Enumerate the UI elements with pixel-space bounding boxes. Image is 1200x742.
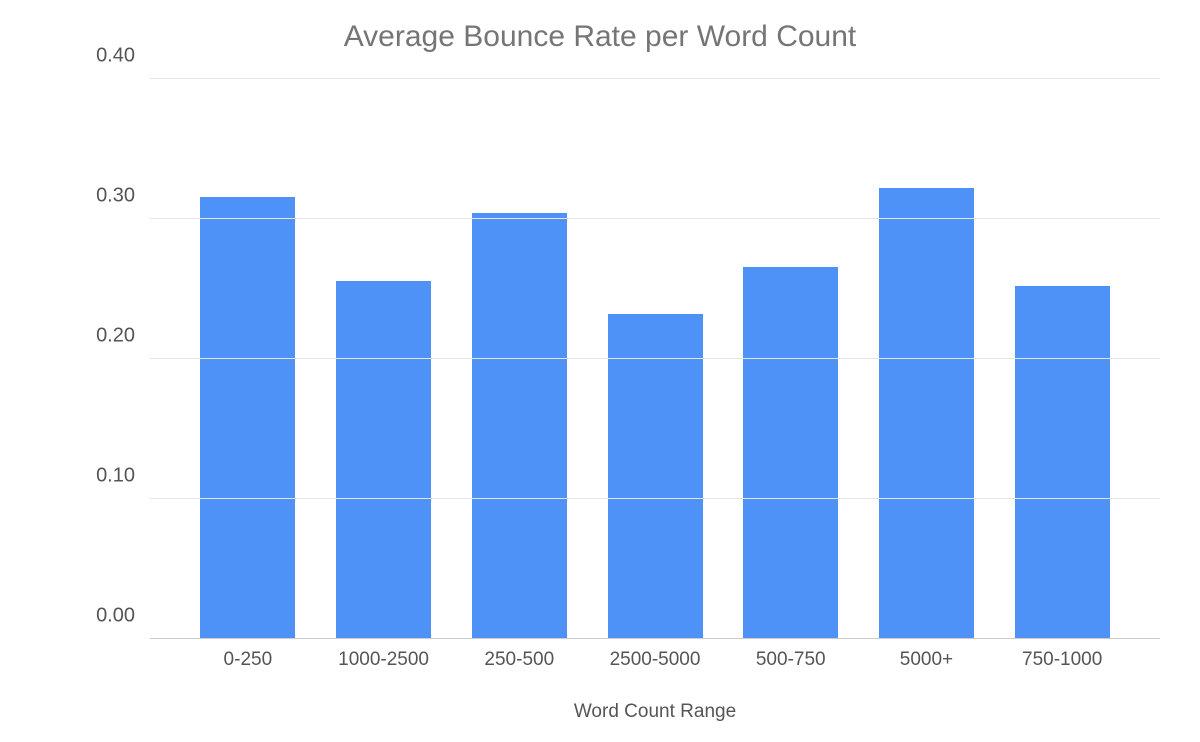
bar [1015, 286, 1110, 639]
x-tick-label: 250-500 [451, 649, 587, 671]
bar [743, 267, 838, 639]
x-tick-label: 0-250 [180, 649, 316, 671]
bar [200, 197, 295, 639]
gridline [150, 218, 1160, 219]
bar-slot [859, 79, 995, 639]
gridline [150, 358, 1160, 359]
bar [336, 281, 431, 639]
chart-container: Average Bounce Rate per Word Count 0.00 0… [0, 0, 1200, 742]
bar [879, 188, 974, 639]
x-tick-label: 750-1000 [994, 649, 1130, 671]
x-tick-label: 2500-5000 [587, 649, 723, 671]
y-tick-label: 0.10 [96, 465, 135, 488]
y-tick-label: 0.20 [96, 325, 135, 348]
y-tick-label: 0.00 [96, 605, 135, 628]
plot-area [150, 79, 1160, 639]
y-tick-label: 0.40 [96, 45, 135, 68]
bar-slot [723, 79, 859, 639]
bar [472, 213, 567, 639]
plot-wrap: 0.000.100.200.300.40 [40, 79, 1160, 639]
chart-title: Average Bounce Rate per Word Count [40, 20, 1160, 54]
x-axis: 0-2501000-2500250-5002500-5000500-750500… [150, 649, 1160, 671]
gridline [150, 78, 1160, 79]
bar-slot [587, 79, 723, 639]
bar [608, 314, 703, 639]
bars-row [150, 79, 1160, 639]
x-tick-label: 1000-2500 [316, 649, 452, 671]
y-tick-label: 0.30 [96, 185, 135, 208]
bar-slot [451, 79, 587, 639]
baseline [150, 638, 1160, 639]
x-axis-title: Word Count Range [150, 701, 1160, 723]
bar-slot [994, 79, 1130, 639]
gridline [150, 498, 1160, 499]
x-tick-label: 500-750 [723, 649, 859, 671]
bar-slot [180, 79, 316, 639]
bar-slot [316, 79, 452, 639]
x-tick-label: 5000+ [859, 649, 995, 671]
y-axis: 0.000.100.200.300.40 [40, 79, 150, 639]
